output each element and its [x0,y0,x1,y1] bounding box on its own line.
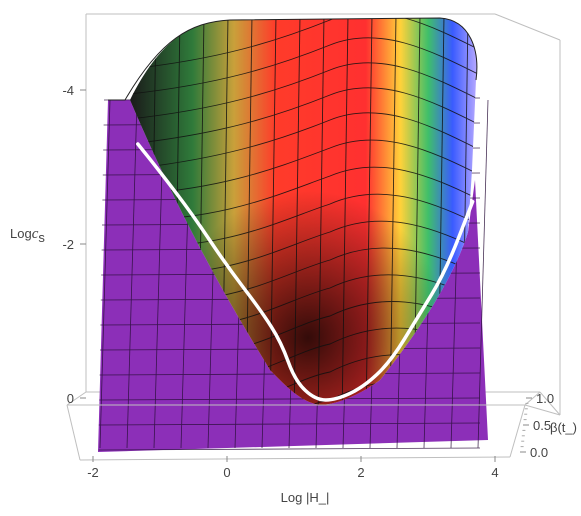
surface-grid-line [341,18,349,405]
y-axis-title: Logcs [10,226,45,245]
surface-grid-line [130,139,477,196]
z-tick-label: 0.5 [533,418,551,433]
surface-grid-line [130,18,477,71]
z-tick-label: 0.0 [530,445,548,460]
surface-grid-line [269,18,277,405]
floor-plane [98,100,488,452]
x-tick-label: 0 [223,465,230,480]
bounding-box-front [66,391,561,461]
surface-grid-line [293,18,301,405]
y-tick-label: -2 [62,237,74,252]
surface-grid-line [130,87,477,146]
z-tick-label: 1.0 [536,391,554,406]
y-axis-title-sub: c [32,226,39,242]
y-tick-label: 0 [67,391,74,406]
y-axis-title-subscript: s [38,230,45,245]
surface-grid-line [317,18,325,405]
y-axis: -4 -2 0 [62,83,86,406]
floor-grid-line [477,99,489,449]
surface-grid-line [365,18,373,405]
floor-grid-line [99,397,481,401]
surface-grid-line [486,15,492,420]
y-tick-label: -4 [62,83,74,98]
surface-grid-line [130,62,477,121]
x-tick-label: -2 [87,465,99,480]
z-axis-title: β(t_) [550,420,577,435]
surface-grid-line [130,166,477,221]
floor-grid-line [99,99,111,449]
x-tick-label: 4 [491,465,498,480]
surface-grid-line [389,18,397,405]
x-tick-label: 2 [357,465,364,480]
boundary-curve [136,142,475,402]
y-axis-title-main: Log [10,226,32,241]
surface-grid [130,15,492,420]
x-axis: -2 0 2 4 [87,456,499,480]
floor-grid-line [126,99,138,449]
surface-outline [108,17,478,101]
floor-grid-line [98,447,481,451]
z-axis: 1.0 0.5 0.0 [520,391,554,460]
x-axis-title: Log |H_| [281,490,330,505]
surface-grid-line [130,112,477,171]
surface-grid-line [130,37,477,96]
